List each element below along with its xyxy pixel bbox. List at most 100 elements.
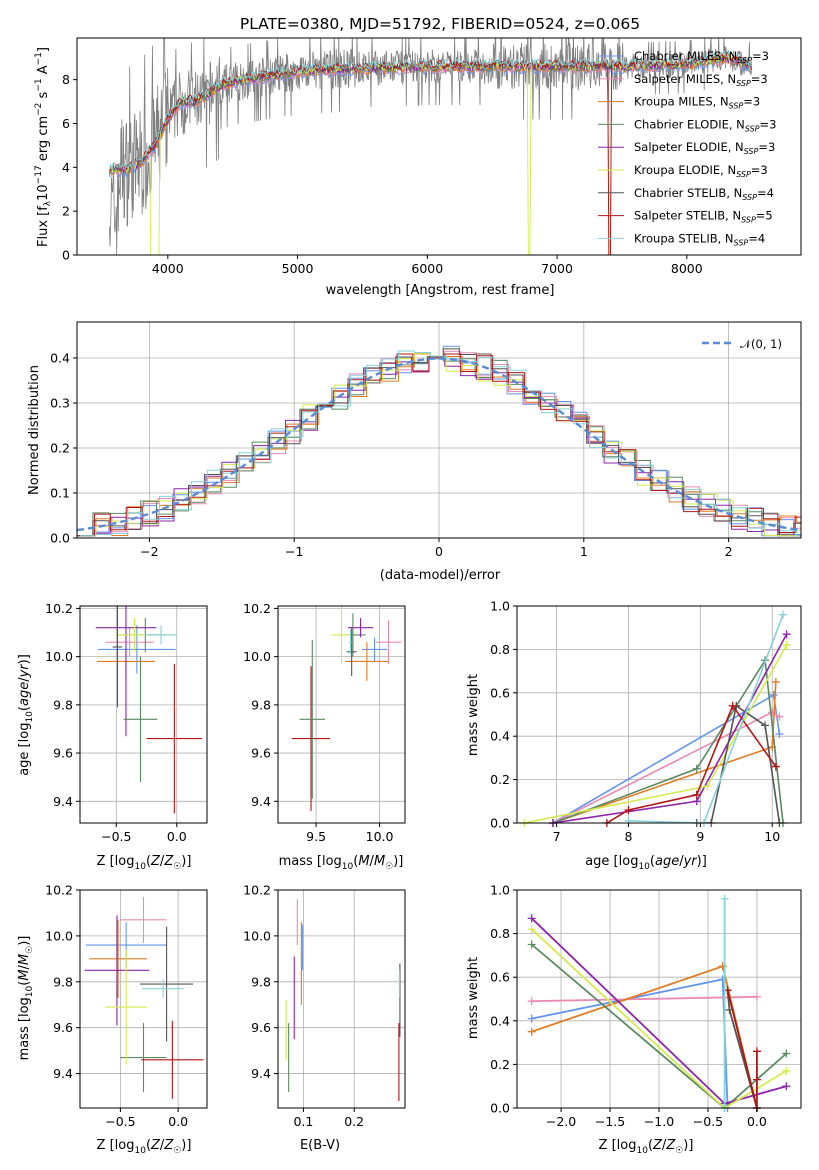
ebv-mass-frame (277, 889, 406, 1109)
z-weight-series-8 (726, 990, 758, 1108)
z-mass-ylabel: mass [log10(M/M☉)] (17, 936, 35, 1061)
z-age-xtick-label: −0.5 (101, 829, 131, 844)
residual-ytick-label: 0.0 (50, 531, 70, 546)
spectrum-model-line-9 (108, 50, 753, 170)
z-age-xlabel: Z [log10(Z/Z☉)] (97, 854, 192, 872)
z-mass-xlabel: Z [log10(Z/Z☉)] (97, 1138, 192, 1156)
z-weight-marker-5 (782, 1082, 791, 1091)
z-age-ytick-label: 9.8 (53, 697, 73, 712)
residual-histogram-7 (77, 348, 801, 537)
legend-label-8: Salpeter STELIB, NSSP=5 (634, 209, 773, 225)
z-mass-frame (79, 889, 208, 1109)
residual-xtick-label: −2 (140, 544, 158, 559)
z-mass-ytick-label: 10.0 (45, 928, 73, 943)
age-weight-xtick-label: 7 (553, 829, 561, 844)
residual-histogram-8 (78, 353, 801, 537)
z-weight-ytick-label: 0.2 (490, 1057, 510, 1072)
z-weight-ytick-label: 1.0 (490, 883, 510, 898)
z-mass-panel: −0.5 0.0 9.4 9.6 9.8 10.0 10.2 (45, 883, 208, 1129)
residual-xtick-label: 1 (580, 544, 588, 559)
z-weight-marker-4 (782, 1049, 791, 1058)
residual-xtick-label: −1 (285, 544, 303, 559)
residual-xtick-label: 0 (435, 544, 443, 559)
ebv-mass-ytick-label: 9.6 (251, 1020, 271, 1035)
age-weight-marker-8 (624, 805, 633, 814)
age-weight-xlabel: age [log10(age/yr)] (585, 854, 707, 872)
age-weight-marker-3 (771, 677, 780, 686)
legend-label-4: Chabrier ELODIE, NSSP=3 (634, 117, 776, 133)
spectrum-frame (76, 37, 802, 256)
age-weight-ylabel: mass weight (466, 674, 481, 756)
spectrum-panel: 4000 5000 6000 7000 8000 0 2 4 6 8 (62, 37, 802, 276)
age-weight-series-5 (552, 633, 788, 823)
mass-age-frame (277, 605, 406, 824)
z-weight-ytick-label: 0.0 (490, 1101, 510, 1116)
age-weight-panel: 7 8 9 10 0.0 0.2 0.4 0.6 0.8 1.0 (490, 599, 802, 844)
residual-xtick-label: 2 (725, 544, 733, 559)
age-weight-ytick-label: 0.0 (490, 816, 510, 831)
z-weight-ytick-label: 0.6 (490, 970, 510, 985)
residual-histogram-panel: 𝒩(0, 1) −2 −1 0 1 2 0.0 0.1 0.2 0.3 0.4 (50, 321, 802, 559)
legend-label-9: Kroupa STELIB, NSSP=4 (634, 231, 765, 247)
residual-histogram-9 (79, 350, 801, 537)
ebv-mass-xlabel: E(B-V) (300, 1138, 340, 1153)
mass-age-xtick-label: 10.0 (366, 829, 394, 844)
age-weight-series-6 (524, 644, 788, 823)
z-weight-marker-6 (782, 1066, 791, 1075)
z-weight-marker-2 (752, 992, 761, 1001)
age-weight-xtick-label: 10 (764, 829, 780, 844)
ebv-mass-ytick-label: 9.8 (251, 974, 271, 989)
z-weight-marker-3 (527, 1027, 536, 1036)
z-age-xtick-label: 0.0 (167, 829, 187, 844)
spectrum-xtick-label: 6000 (411, 261, 443, 276)
residual-ytick-label: 0.1 (50, 486, 70, 501)
z-weight-xlabel: Z [log10(Z/Z☉)] (599, 1138, 694, 1156)
spectrum-legend: Chabrier MILES, NSSP=3 Salpeter MILES, NS… (598, 49, 776, 247)
ebv-mass-ytick-label: 10.0 (243, 928, 271, 943)
mass-age-xtick-label: 9.5 (306, 829, 326, 844)
age-weight-ytick-label: 0.6 (490, 685, 510, 700)
z-mass-ytick-label: 9.6 (53, 1020, 73, 1035)
spectrum-ylabel: Flux [fλ10−17 erg cm−2 s−1 A−1] (34, 47, 53, 247)
ebv-mass-ytick-label: 10.2 (243, 883, 271, 898)
z-weight-marker-6 (527, 925, 536, 934)
ebv-mass-panel: 0.1 0.2 9.4 9.6 9.8 10.0 10.2 (243, 883, 406, 1129)
age-weight-marker-8 (771, 762, 780, 771)
z-weight-ytick-label: 0.8 (490, 926, 510, 941)
mass-age-ytick-label: 10.2 (243, 601, 271, 616)
legend-label-1: Chabrier MILES, NSSP=3 (634, 49, 769, 65)
mass-age-ytick-label: 9.6 (251, 746, 271, 761)
z-weight-series-2 (531, 995, 757, 1003)
z-weight-marker-9 (720, 894, 729, 903)
z-weight-xtick-label: −0.5 (693, 1114, 723, 1129)
spectrum-ytick-label: 8 (62, 72, 70, 87)
age-weight-marker-1 (775, 730, 784, 739)
legend-label-6: Kroupa ELODIE, NSSP=3 (634, 163, 768, 179)
ebv-mass-xtick-label: 0.1 (293, 1114, 313, 1129)
spectrum-xtick-label: 7000 (541, 261, 573, 276)
mass-age-xlabel: mass [log10(M/M☉)] (279, 854, 404, 872)
age-weight-marker-5 (782, 630, 791, 639)
z-weight-marker-5 (527, 914, 536, 923)
mass-age-ytick-label: 10.0 (243, 649, 271, 664)
age-weight-marker-1 (769, 690, 778, 699)
legend-label-3: Kroupa MILES, NSSP=3 (634, 95, 760, 111)
z-weight-ytick-label: 0.4 (490, 1013, 510, 1028)
z-weight-series-6 (531, 928, 787, 1108)
z-weight-xtick-label: −2.0 (546, 1114, 576, 1129)
z-age-frame (79, 605, 208, 824)
z-age-ytick-label: 10.0 (45, 649, 73, 664)
age-weight-marker-4 (692, 764, 701, 773)
age-weight-marker-8 (692, 790, 701, 799)
residual-ylabel: Normed distribution (27, 365, 42, 495)
z-mass-xtick-label: −0.5 (105, 1114, 135, 1129)
residual-histogram-3 (79, 353, 801, 537)
age-weight-xtick-label: 9 (696, 829, 704, 844)
mass-age-ytick-label: 9.8 (251, 697, 271, 712)
legend-label-2: Salpeter MILES, NSSP=3 (634, 72, 768, 88)
z-mass-ytick-label: 9.4 (53, 1066, 73, 1081)
spectrum-xtick-label: 5000 (282, 261, 314, 276)
residual-ytick-label: 0.2 (50, 441, 70, 456)
z-weight-panel: −2.0 −1.5 −1.0 −0.5 0.0 0.0 0.2 0.4 0.6 0.8 1.0 (490, 883, 802, 1129)
